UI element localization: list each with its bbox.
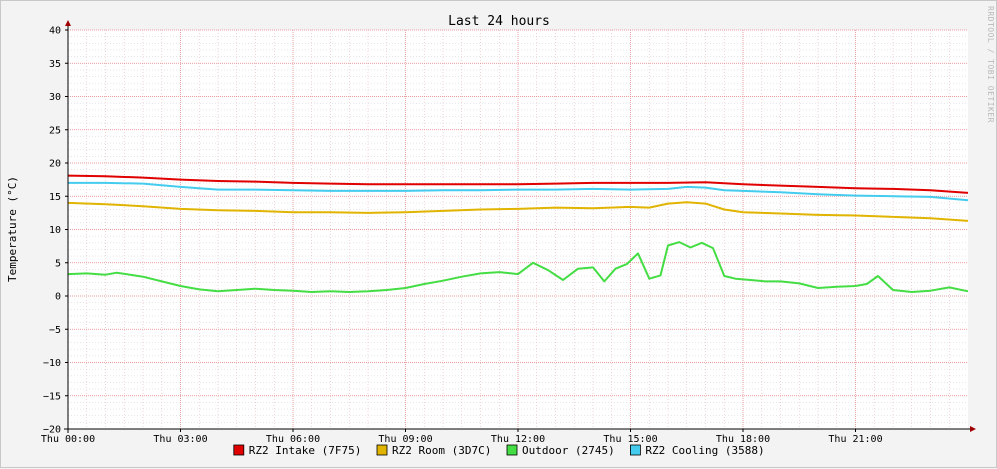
y-tick-label: 20: [49, 159, 61, 170]
y-tick-label: −20: [43, 425, 61, 436]
legend-swatch: [630, 444, 641, 456]
x-tick-label: Thu 03:00: [153, 434, 207, 445]
y-tick-label: −15: [43, 391, 61, 402]
x-tick-label: Thu 15:00: [603, 434, 657, 445]
legend-swatch: [376, 444, 388, 456]
watermark: RRDTOOL / TOBI OETIKER: [986, 6, 995, 123]
series-line-3: [68, 181, 969, 202]
series-line-0: [67, 174, 969, 194]
series-lines: [67, 174, 969, 293]
x-tick-label: Thu 00:00: [41, 434, 95, 445]
x-tick-label: Thu 18:00: [716, 434, 770, 445]
y-tick-label: 30: [49, 92, 61, 103]
y-tick-label: 10: [49, 225, 61, 236]
y-axis-arrow: [65, 20, 71, 26]
x-tick-label: Thu 21:00: [828, 434, 882, 445]
axes: [64, 20, 976, 433]
y-tick-label: 15: [49, 192, 61, 203]
x-tick-label: Thu 06:00: [266, 434, 320, 445]
series-line-1: [67, 201, 969, 222]
legend: RZ2 Intake (7F75) RZ2 Room (3D7C) Outdoor …: [233, 444, 765, 457]
x-tick-label: Thu 09:00: [378, 434, 432, 445]
y-tick-label: 35: [49, 59, 61, 70]
y-tick-label: 40: [49, 26, 61, 37]
grid-lines: [67, 29, 968, 430]
y-tick-label: −10: [43, 358, 61, 369]
x-tick-label: Thu 12:00: [491, 434, 545, 445]
legend-swatch: [233, 444, 245, 456]
legend-label: RZ2 Cooling (3588): [645, 444, 764, 457]
y-tick-label: 0: [55, 292, 61, 303]
x-axis-arrow: [970, 426, 976, 432]
y-tick-label: −5: [49, 325, 61, 336]
legend-label: RZ2 Room (3D7C): [392, 444, 491, 457]
legend-label: RZ2 Intake (7F75): [249, 444, 362, 457]
series-line-2: [67, 241, 969, 293]
y-tick-label: 25: [49, 125, 61, 136]
chart-title: Last 24 hours: [448, 14, 550, 29]
y-tick-label: 5: [55, 258, 61, 269]
legend-label: Outdoor (2745): [522, 444, 615, 457]
y-axis-label: Temperature (°C): [6, 176, 19, 282]
legend-swatch: [506, 444, 518, 456]
